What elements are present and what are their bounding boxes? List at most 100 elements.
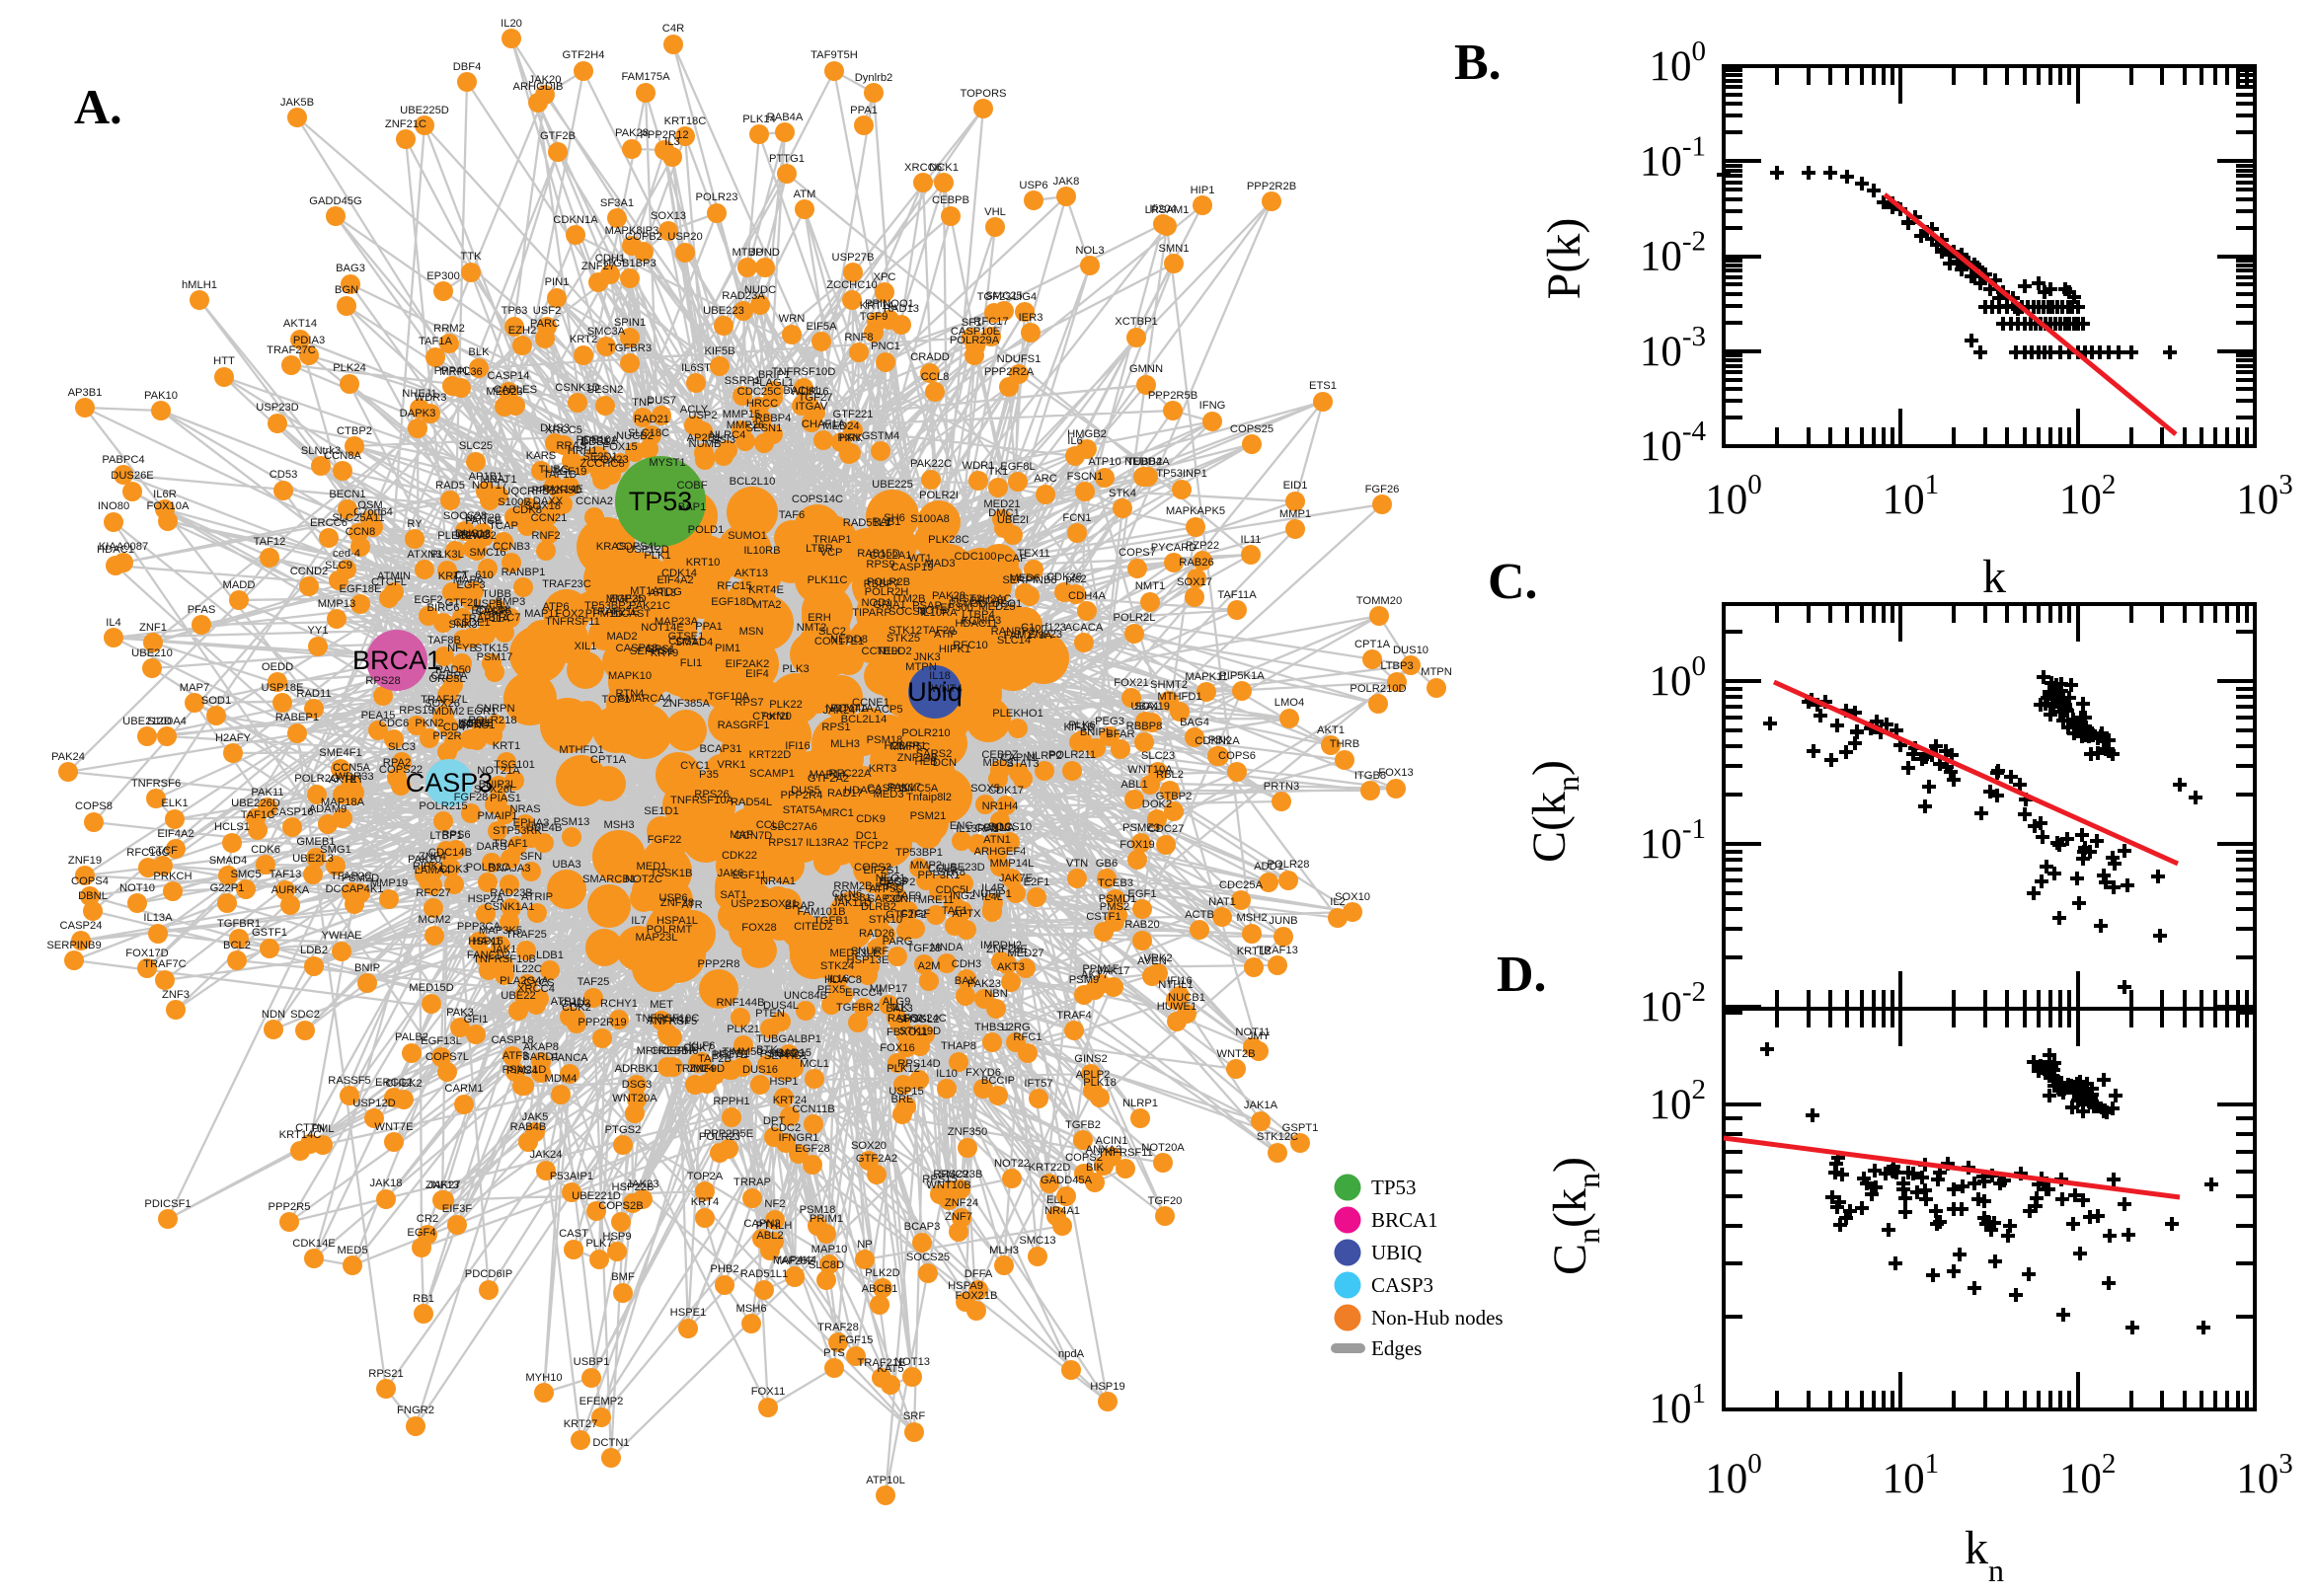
svg-text:PLAGL1: PLAGL1 bbox=[752, 377, 794, 389]
svg-text:MMP13: MMP13 bbox=[318, 598, 356, 610]
svg-text:CDC6: CDC6 bbox=[379, 718, 409, 729]
svg-text:OEDD: OEDD bbox=[262, 661, 293, 673]
svg-text:GTSE1: GTSE1 bbox=[668, 631, 705, 643]
svg-text:ATP5C: ATP5C bbox=[869, 883, 903, 895]
svg-text:PLK3L: PLK3L bbox=[430, 549, 464, 561]
svg-text:MAD2: MAD2 bbox=[606, 631, 637, 643]
svg-text:MMP26: MMP26 bbox=[727, 419, 765, 431]
svg-text:IL10RA: IL10RA bbox=[920, 607, 958, 619]
svg-text:NLRP1: NLRP1 bbox=[1122, 1098, 1158, 1109]
svg-text:IL16: IL16 bbox=[827, 973, 849, 985]
svg-text:GADD45A: GADD45A bbox=[1041, 1175, 1093, 1186]
svg-text:DBNL: DBNL bbox=[78, 890, 108, 902]
svg-text:RPS28: RPS28 bbox=[365, 675, 400, 687]
svg-text:CCL8: CCL8 bbox=[921, 371, 950, 383]
svg-text:JAK24: JAK24 bbox=[823, 705, 856, 717]
svg-text:USF2: USF2 bbox=[533, 305, 562, 317]
svg-text:IFNGR1: IFNGR1 bbox=[778, 1132, 818, 1144]
svg-text:CASP18: CASP18 bbox=[492, 1034, 534, 1046]
svg-text:FOX11: FOX11 bbox=[751, 1386, 786, 1398]
svg-text:PARG: PARG bbox=[883, 936, 913, 948]
svg-text:FAM175A: FAM175A bbox=[621, 71, 670, 83]
svg-text:SAT1: SAT1 bbox=[720, 889, 746, 901]
svg-text:BRE: BRE bbox=[890, 1094, 913, 1105]
svg-text:ATRIP: ATRIP bbox=[521, 891, 553, 903]
svg-text:CPT1A: CPT1A bbox=[590, 754, 627, 766]
svg-text:BCL2L14: BCL2L14 bbox=[841, 714, 888, 725]
svg-text:COPS7L: COPS7L bbox=[425, 1051, 469, 1063]
svg-text:HDAC11: HDAC11 bbox=[955, 618, 997, 630]
svg-text:DC1: DC1 bbox=[856, 830, 878, 842]
svg-text:ADAM9: ADAM9 bbox=[309, 803, 347, 815]
svg-text:IL4: IL4 bbox=[106, 617, 121, 629]
svg-text:AKT1: AKT1 bbox=[1317, 724, 1345, 736]
svg-text:NLRP2: NLRP2 bbox=[1027, 750, 1062, 762]
svg-text:PLK7: PLK7 bbox=[585, 1238, 612, 1250]
svg-text:SMG1: SMG1 bbox=[320, 844, 351, 856]
svg-text:SME4F1: SME4F1 bbox=[319, 747, 362, 759]
svg-text:CDK8: CDK8 bbox=[512, 504, 542, 516]
svg-text:Dynlrb2: Dynlrb2 bbox=[855, 72, 893, 84]
svg-text:TRAF1: TRAF1 bbox=[493, 838, 527, 850]
svg-text:UBA3: UBA3 bbox=[552, 859, 580, 871]
svg-text:STK19D: STK19D bbox=[899, 1026, 941, 1037]
svg-text:ERCC4: ERCC4 bbox=[845, 987, 883, 999]
svg-text:MRE11: MRE11 bbox=[918, 894, 954, 906]
svg-text:RPS17: RPS17 bbox=[768, 837, 803, 849]
svg-text:CDH4A: CDH4A bbox=[1068, 590, 1106, 602]
svg-text:PTTG1: PTTG1 bbox=[769, 153, 805, 165]
svg-text:PKN2: PKN2 bbox=[415, 718, 443, 729]
svg-text:ATP6: ATP6 bbox=[542, 601, 569, 613]
svg-text:TRIM24: TRIM24 bbox=[675, 1063, 715, 1075]
svg-text:NRAS: NRAS bbox=[509, 803, 540, 815]
svg-text:CCND2: CCND2 bbox=[290, 566, 329, 577]
svg-text:NR1H4: NR1H4 bbox=[982, 800, 1019, 812]
svg-text:AKAP8: AKAP8 bbox=[523, 1041, 559, 1053]
svg-text:CPT1A: CPT1A bbox=[1354, 639, 1391, 650]
svg-text:WNT7E: WNT7E bbox=[374, 1121, 413, 1133]
svg-text:VTN: VTN bbox=[1066, 858, 1088, 870]
svg-text:UBE23D: UBE23D bbox=[942, 862, 985, 874]
svg-text:SMARCB1: SMARCB1 bbox=[582, 874, 636, 885]
svg-text:ZNF350: ZNF350 bbox=[948, 1126, 987, 1138]
svg-text:POLR2C: POLR2C bbox=[466, 862, 510, 874]
svg-text:AKT7: AKT7 bbox=[1081, 969, 1109, 981]
svg-text:CDC27: CDC27 bbox=[1148, 823, 1185, 835]
svg-text:CCL18: CCL18 bbox=[477, 604, 511, 616]
svg-text:PRKCH: PRKCH bbox=[153, 871, 192, 882]
svg-text:PPM1F: PPM1F bbox=[1082, 963, 1119, 975]
svg-text:Ubiq: Ubiq bbox=[907, 677, 963, 707]
svg-text:BCCIP: BCCIP bbox=[981, 1075, 1015, 1087]
svg-text:WDR1: WDR1 bbox=[963, 460, 995, 472]
svg-text:TIPARP: TIPARP bbox=[852, 607, 891, 619]
svg-text:SOX26L: SOX26L bbox=[474, 784, 515, 796]
svg-text:IL4L: IL4L bbox=[981, 891, 1003, 903]
svg-text:CYC1: CYC1 bbox=[680, 760, 710, 772]
svg-text:CCN21: CCN21 bbox=[531, 512, 568, 524]
svg-text:CCN6: CCN6 bbox=[832, 888, 862, 900]
svg-text:RAB4B: RAB4B bbox=[510, 1121, 547, 1133]
svg-text:TRAF7C: TRAF7C bbox=[143, 958, 187, 970]
svg-text:HSPB1: HSPB1 bbox=[714, 1048, 750, 1060]
svg-text:Tnfaip8l2: Tnfaip8l2 bbox=[906, 792, 952, 803]
svg-text:DUS12: DUS12 bbox=[455, 528, 491, 540]
svg-text:CASP16: CASP16 bbox=[271, 806, 314, 818]
svg-text:ERCC2: ERCC2 bbox=[375, 1077, 413, 1089]
svg-text:SLC3: SLC3 bbox=[388, 741, 416, 753]
svg-text:MAP18A: MAP18A bbox=[321, 797, 365, 808]
svg-text:COPS8: COPS8 bbox=[75, 800, 113, 812]
svg-text:SMAD4: SMAD4 bbox=[675, 637, 714, 648]
svg-text:BCL2L10: BCL2L10 bbox=[730, 476, 776, 488]
svg-text:YY1: YY1 bbox=[307, 625, 328, 637]
svg-text:ATP10: ATP10 bbox=[1088, 456, 1120, 468]
svg-text:SOCS28: SOCS28 bbox=[443, 510, 487, 522]
svg-text:PLK14: PLK14 bbox=[742, 114, 776, 125]
svg-text:ELK1: ELK1 bbox=[161, 798, 188, 809]
svg-text:PPP4C: PPP4C bbox=[434, 365, 471, 377]
svg-text:ARHGEF4: ARHGEF4 bbox=[974, 846, 1027, 858]
svg-text:BCAP31: BCAP31 bbox=[700, 743, 742, 755]
svg-text:KRT1: KRT1 bbox=[493, 740, 520, 752]
svg-text:BLK: BLK bbox=[468, 346, 490, 358]
svg-text:NOT17: NOT17 bbox=[472, 480, 507, 492]
svg-text:G22P1: G22P1 bbox=[210, 882, 245, 894]
